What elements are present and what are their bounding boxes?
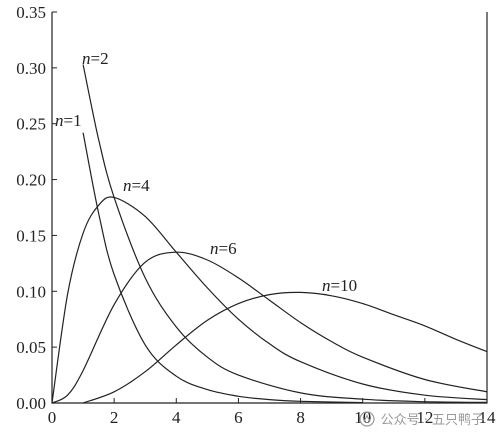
axis-frame xyxy=(51,12,488,404)
curve-label-value: =2 xyxy=(91,49,109,68)
y-tick-label: 0.30 xyxy=(16,59,46,78)
x-tick-label: 0 xyxy=(48,408,57,427)
y-tick-label: 0.15 xyxy=(16,226,46,245)
x-tick-label: 2 xyxy=(110,408,119,427)
curve-n4 xyxy=(51,196,488,404)
curve-n2 xyxy=(82,64,488,403)
x-tick-label: 6 xyxy=(234,408,243,427)
curve-n1 xyxy=(82,132,363,404)
curve-label-variable: n xyxy=(82,49,91,68)
curve-label-value: =6 xyxy=(219,239,237,258)
y-tick-label: 0.20 xyxy=(16,171,46,190)
curve-label: n=6 xyxy=(210,239,237,258)
curves xyxy=(51,64,488,404)
x-tick-label: 4 xyxy=(172,408,181,427)
y-tick-label: 0.00 xyxy=(16,394,46,413)
curve-n6 xyxy=(51,251,488,404)
curve-label-variable: n xyxy=(322,276,331,295)
axes: 0 2 4 6 8 10 12 14 0.00 0.05 0.10 0.15 0.20 0.25 0.30 0… xyxy=(16,3,496,427)
curve-label-variable: n xyxy=(55,111,64,130)
y-tick-label: 0.25 xyxy=(16,115,46,134)
x-tick-label: 12 xyxy=(416,408,433,427)
curve-label-variable: n xyxy=(123,176,132,195)
curve-label: n=1 xyxy=(55,111,82,130)
wechat-official-account-icon xyxy=(358,410,375,427)
curve-n10 xyxy=(82,291,488,404)
curve-label: n=10 xyxy=(322,276,357,295)
curve-labels: n=1n=2n=4n=6n=10 xyxy=(55,49,357,295)
watermark-text: 公众号 · 五只鸭子 xyxy=(380,413,484,428)
y-tick-label: 0.10 xyxy=(16,282,46,301)
curve-label: n=4 xyxy=(123,176,150,195)
x-tick-label: 14 xyxy=(479,408,497,427)
curve-label-value: =10 xyxy=(331,276,358,295)
watermark: 公众号 · 五只鸭子 xyxy=(358,409,484,428)
y-tick-label: 0.05 xyxy=(16,338,46,357)
curve-label-value: =4 xyxy=(132,176,151,195)
y-tick-label: 0.35 xyxy=(16,3,46,22)
x-tick-label: 8 xyxy=(296,408,305,427)
curve-label: n=2 xyxy=(82,49,109,68)
curve-label-variable: n xyxy=(210,239,219,258)
x-tick-label: 10 xyxy=(354,408,371,427)
curve-label-value: =1 xyxy=(64,111,82,130)
